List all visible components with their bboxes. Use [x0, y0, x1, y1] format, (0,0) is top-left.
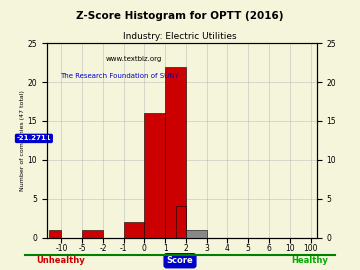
Bar: [82, 230, 103, 238]
Bar: [123, 222, 144, 238]
Bar: [176, 207, 186, 238]
Text: Unhealthy: Unhealthy: [36, 256, 85, 265]
Text: The Research Foundation of SUNY: The Research Foundation of SUNY: [60, 73, 179, 79]
Text: Healthy: Healthy: [291, 256, 328, 265]
Text: -21.2711: -21.2711: [17, 135, 51, 141]
Text: Z-Score Histogram for OPTT (2016): Z-Score Histogram for OPTT (2016): [76, 11, 284, 21]
Bar: [49, 230, 61, 238]
Text: Score: Score: [167, 256, 193, 265]
Bar: [186, 230, 207, 238]
Text: Industry: Electric Utilities: Industry: Electric Utilities: [123, 32, 237, 41]
Text: www.textbiz.org: www.textbiz.org: [106, 56, 162, 62]
Bar: [144, 113, 165, 238]
Bar: [165, 66, 186, 238]
Y-axis label: Number of companies (47 total): Number of companies (47 total): [20, 90, 25, 191]
